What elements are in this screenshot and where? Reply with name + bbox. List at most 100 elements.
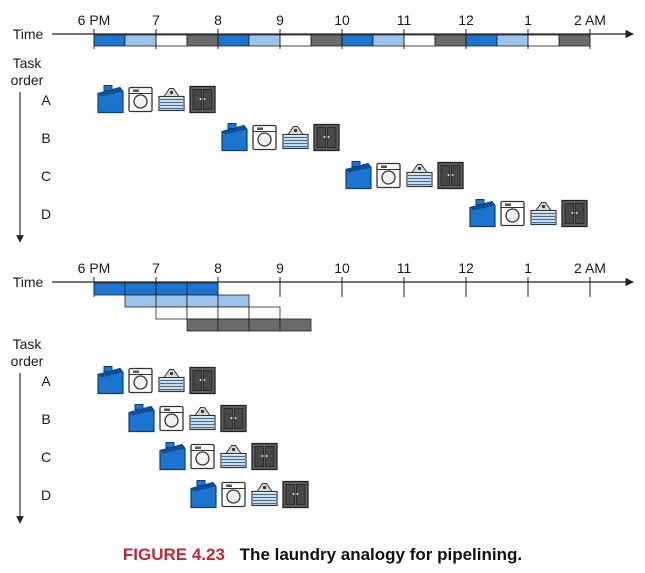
time-tick-label: 8 (214, 12, 222, 28)
task-label-b: B (41, 130, 50, 146)
closet-door-left (564, 203, 574, 224)
storer-pipeline-block (217, 318, 250, 332)
task-order-label: Task (13, 336, 43, 352)
washer-icon (128, 404, 155, 433)
figure-title: The laundry analogy for pipelining. (239, 545, 523, 564)
dryer-stage-block (496, 34, 529, 47)
task-order-label: order (11, 72, 44, 88)
folder-pipeline-block (217, 306, 250, 320)
shirt-button (262, 485, 267, 490)
task-label-c: C (41, 449, 51, 465)
dryer-stage-block (372, 34, 405, 47)
closet-door-left (440, 165, 450, 186)
storer-stage-block (310, 34, 343, 47)
washer-top (191, 482, 216, 492)
dryer-control (164, 408, 170, 411)
dryer-door (226, 489, 241, 504)
washer-cap (351, 161, 361, 167)
closet-door-right (575, 203, 585, 224)
closet-knob-right (327, 136, 330, 138)
closet-knob-right (575, 212, 578, 214)
task-order-label: Task (13, 55, 43, 71)
closet-icon (220, 404, 247, 433)
closet-door-right (451, 165, 461, 186)
closet-knob-left (199, 379, 202, 381)
closet-door-left (223, 408, 233, 429)
shirt-button (231, 447, 236, 452)
folding-table-icon (158, 369, 185, 393)
washer-cap (165, 442, 175, 448)
closet-knob-left (323, 136, 326, 138)
task-label-d: D (41, 206, 51, 222)
storer-pipeline-block (248, 318, 281, 332)
washer-pipeline-block (124, 282, 157, 296)
figure-caption: FIGURE 4.23 The laundry analogy for pipe… (0, 545, 645, 565)
folder-pipeline-block (186, 306, 219, 320)
washer-top (98, 368, 123, 378)
closet-door-right (265, 446, 275, 467)
washer-top (160, 444, 185, 454)
washer-icon (190, 480, 217, 509)
closet-door-left (254, 446, 264, 467)
dryer-door (257, 132, 272, 147)
washer-stage-block (217, 34, 250, 47)
time-axis-label: Time (13, 274, 44, 290)
folder-stage-block (527, 34, 560, 47)
folder-stage-block (279, 34, 312, 47)
dryer-door (381, 170, 396, 185)
closet-knob-left (199, 98, 202, 100)
time-tick-label: 9 (276, 12, 284, 28)
washer-stage-block (465, 34, 498, 47)
time-tick-label: 10 (334, 260, 350, 276)
washer-icon (97, 85, 124, 114)
washer-top (222, 125, 247, 135)
time-tick-label: 2 AM (574, 260, 606, 276)
closet-door-left (316, 127, 326, 148)
folder-pipeline-block (248, 306, 281, 320)
dryer-icon (376, 162, 401, 189)
dryer-pipeline-block (186, 294, 219, 308)
dryer-control (195, 446, 201, 449)
closet-knob-right (265, 455, 268, 457)
figure-label: FIGURE 4.23 (122, 545, 225, 564)
washer-stage-block (341, 34, 374, 47)
closet-icon (251, 442, 278, 471)
dryer-door (133, 94, 148, 109)
folding-table-icon (251, 483, 278, 507)
closet-icon (189, 85, 216, 114)
closet-door-right (296, 484, 306, 505)
time-tick-label: 1 (524, 260, 532, 276)
folding-table-icon (189, 407, 216, 431)
washer-icon (221, 123, 248, 152)
dryer-icon (500, 200, 525, 227)
dryer-control (226, 484, 232, 487)
closet-knob-left (292, 493, 295, 495)
task-order-label: order (11, 353, 44, 369)
time-tick-label: 11 (397, 260, 412, 276)
washer-cap (134, 404, 144, 410)
time-tick-label: 6 PM (78, 260, 111, 276)
time-tick-label: 9 (276, 260, 284, 276)
closet-door-right (203, 89, 213, 110)
washer-cap (103, 366, 113, 372)
storer-stage-block (558, 34, 591, 47)
dryer-control (133, 370, 139, 373)
storer-stage-block (186, 34, 219, 47)
dryer-control (133, 89, 139, 92)
closet-door-right (203, 370, 213, 391)
storer-pipeline-block (186, 318, 219, 332)
folding-table-icon (220, 445, 247, 469)
washer-icon (345, 161, 372, 190)
dryer-control (505, 203, 511, 206)
washer-top (346, 163, 371, 173)
washer-top (129, 406, 154, 416)
closet-door-right (327, 127, 337, 148)
closet-knob-left (447, 174, 450, 176)
closet-knob-right (234, 417, 237, 419)
closet-knob-right (451, 174, 454, 176)
dryer-control (257, 127, 263, 130)
folder-stage-block (155, 34, 188, 47)
washer-pipeline-block (186, 282, 219, 296)
task-label-b: B (41, 411, 50, 427)
